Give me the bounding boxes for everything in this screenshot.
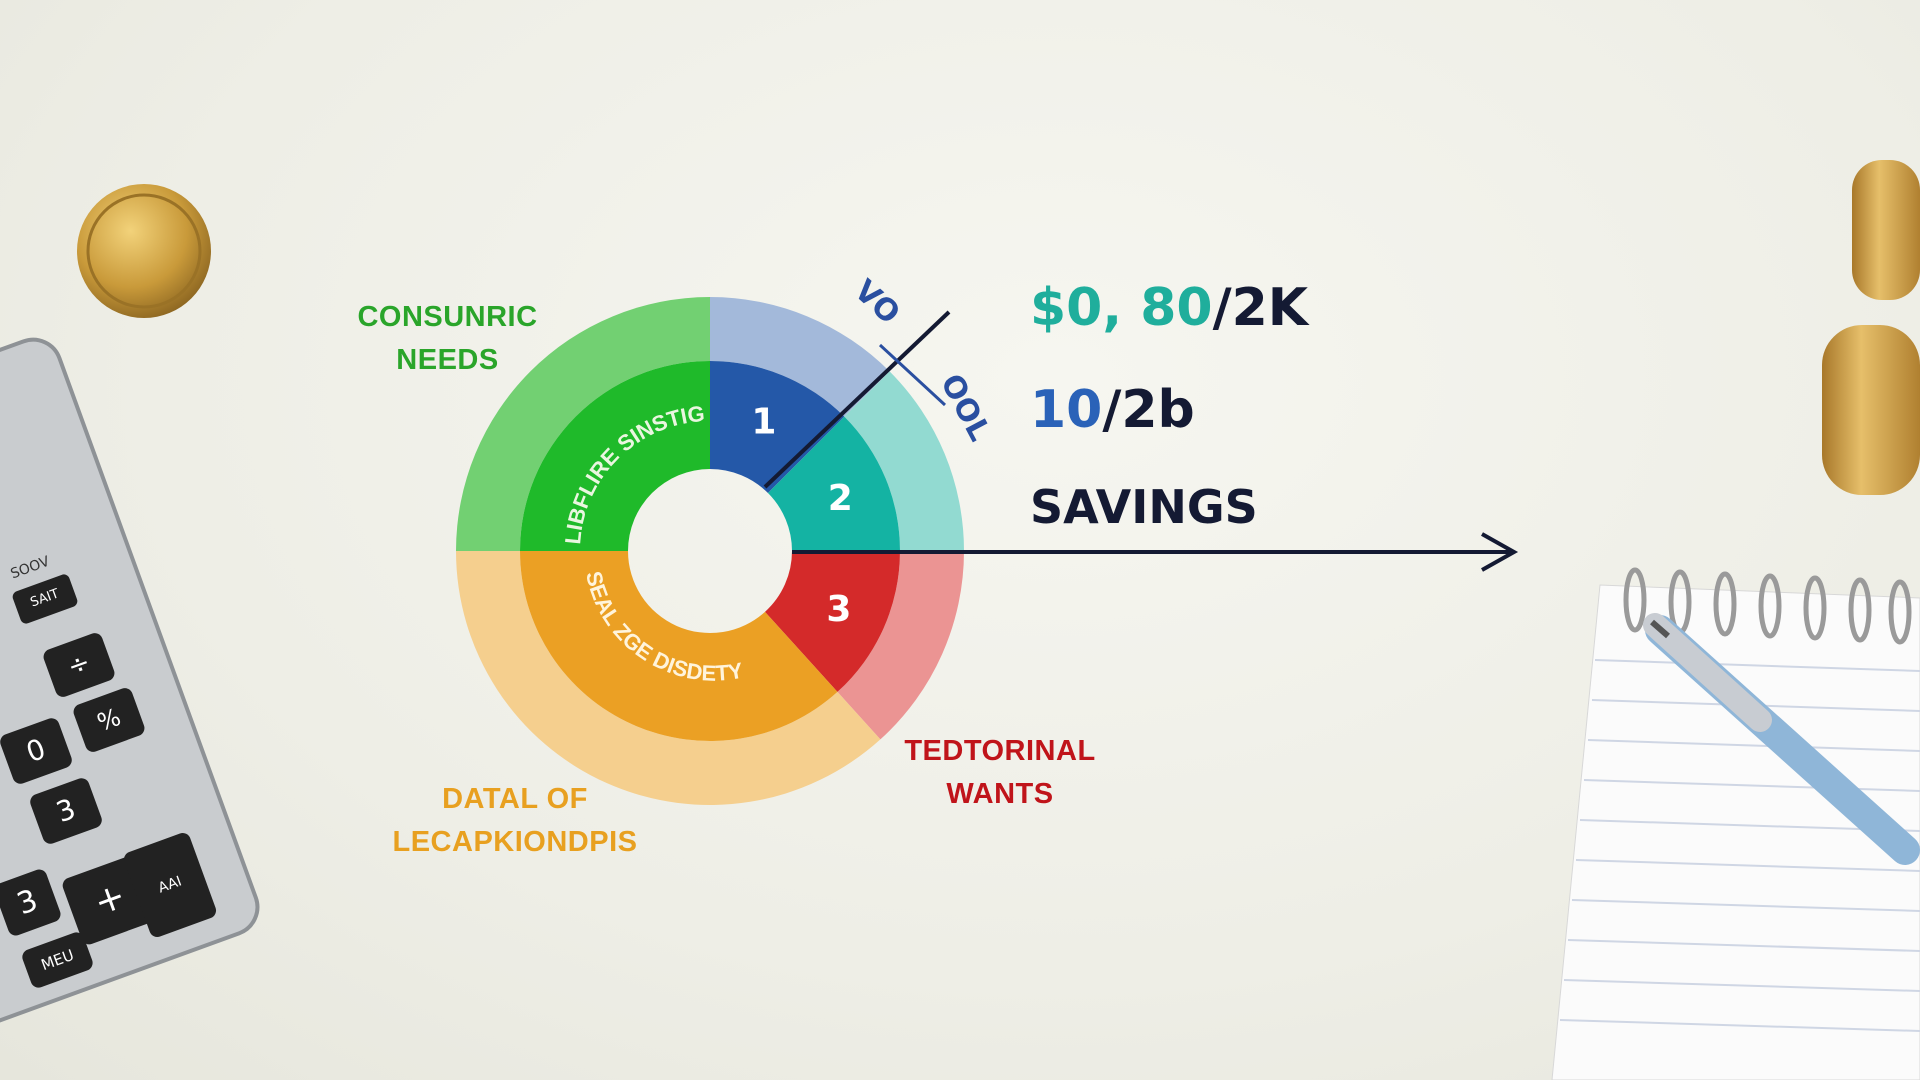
wants-label: TEDTORINAL WANTS: [880, 730, 1120, 816]
needs-label: CONSUNRIC NEEDS: [330, 296, 565, 382]
donut-outer-segment-3: [456, 551, 881, 806]
figure-value-1-accent: $0, 80: [1030, 278, 1213, 338]
other-label-line1: DATAL OF: [442, 783, 588, 815]
other-label: DATAL OF LECAPKIONDPIS: [370, 778, 660, 864]
wants-label-line2: WANTS: [946, 778, 1054, 810]
diagonal-tick: [878, 343, 947, 407]
segment-label: 2: [828, 478, 853, 519]
notebook-icon: [1551, 567, 1920, 1080]
donut-segment-4: [520, 361, 710, 551]
savings-label: SAVINGS: [1030, 480, 1258, 534]
diagonal-label-right: OOL: [933, 368, 997, 446]
other-label-line2: LECAPKIONDPIS: [392, 826, 638, 858]
figure-value-2-rest: /2b: [1102, 380, 1195, 440]
donut-outer-segment-1: [844, 371, 964, 551]
segment-label: 1: [751, 402, 776, 443]
figure-value-2-accent: 10: [1030, 380, 1103, 440]
donut-outer-segment-0: [710, 297, 890, 417]
segment-label: 3: [826, 589, 851, 630]
needs-label-line1: CONSUNRIC: [357, 301, 538, 333]
diagonal-leader-line: [763, 310, 951, 489]
donut-segment-3: [520, 551, 838, 741]
donut-segment-0: [710, 361, 845, 494]
figure-value-2: 10/2b: [1030, 380, 1195, 440]
arrow-head-icon: [1481, 532, 1519, 572]
donut-segment-2: [764, 551, 900, 692]
figure-value-1-rest: /2K: [1212, 278, 1309, 338]
figure-value-1: $0, 80/2K: [1030, 278, 1308, 338]
coin-icon: [77, 184, 211, 318]
donut-segment-1: [767, 416, 900, 551]
needs-label-line2: NEEDS: [396, 344, 499, 376]
coin-stack-icon: [1822, 160, 1920, 495]
wants-label-line1: TEDTORINAL: [904, 735, 1096, 767]
diagonal-label-left: VO: [847, 273, 906, 331]
donut-outer-segment-4: [456, 297, 710, 551]
pen-icon: [1643, 613, 1920, 865]
donut-outer-segment-2: [837, 551, 964, 740]
